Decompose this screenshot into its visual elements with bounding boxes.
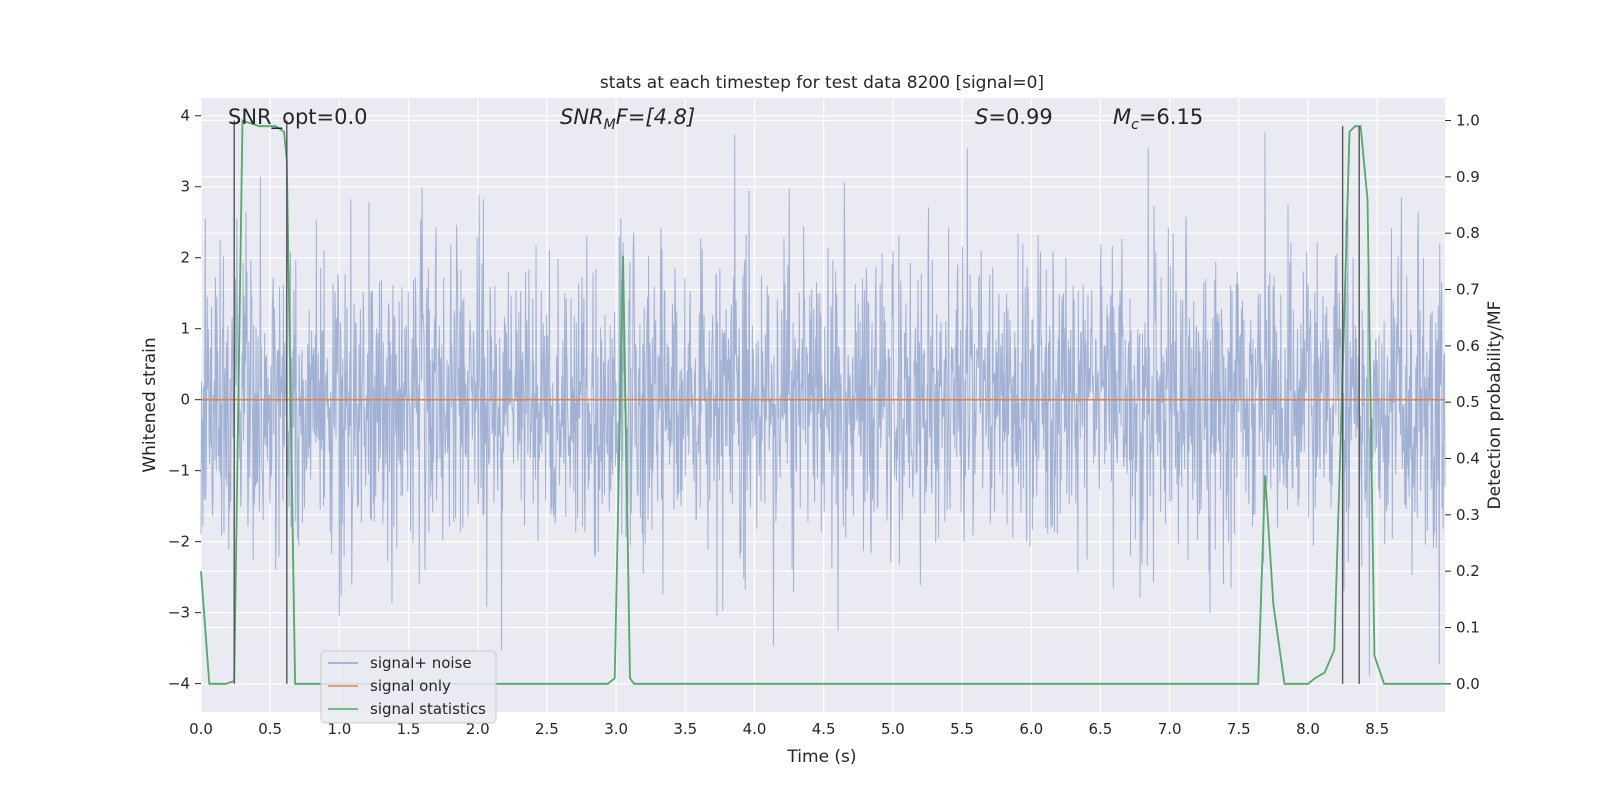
x-tick-label: 7.5: [1227, 720, 1251, 738]
y-right-tick-label: 1.0: [1456, 112, 1480, 130]
legend-label-signal: signal only: [370, 677, 451, 695]
annotation-mc: Mc=6.15: [1113, 105, 1203, 133]
series-line-signal-statistics: [200, 119, 1445, 685]
x-tick-label: 0.0: [189, 720, 213, 738]
y-left-tick-label: −1: [168, 462, 190, 480]
x-tick-label: 6.0: [1019, 720, 1043, 738]
chart-title: stats at each timestep for test data 820…: [600, 73, 1044, 93]
y-right-tick-label: 0.6: [1456, 337, 1480, 355]
annotation-snr-opt: SNR_opt=0.0: [228, 105, 368, 130]
x-tick-labels: 0.0 0.5 1.0 1.5 2.0 2.5 3.0 3.5 4.0 4.5 5.0 5.5 6.0 6…: [189, 720, 1389, 738]
x-tick-label: 2.0: [466, 720, 490, 738]
legend-label-noise: signal+ noise: [370, 654, 472, 672]
y-right-tick-label: 0.4: [1456, 450, 1480, 468]
y-right-tick-label: 0.8: [1456, 224, 1480, 242]
y-right-tick-label: 0.3: [1456, 506, 1480, 524]
y-left-tick-label: −3: [168, 604, 190, 622]
x-tick-label: 4.0: [743, 720, 767, 738]
x-tick-label: 2.5: [535, 720, 559, 738]
y-left-tick-label: 4: [180, 107, 190, 125]
y-left-tick-label: 2: [180, 249, 190, 267]
y-left-tick-label: −4: [168, 675, 190, 693]
y-axis-right-label: Detection probability/MF: [1485, 301, 1505, 510]
y-right-tick-label: 0.2: [1456, 562, 1480, 580]
y-right-tick-label: 0.1: [1456, 619, 1480, 637]
y-right-tick-label: 0.7: [1456, 281, 1480, 299]
x-tick-label: 6.5: [1089, 720, 1113, 738]
x-tick-label: 4.5: [812, 720, 836, 738]
y-axis-left-label: Whitened strain: [140, 337, 160, 472]
x-tick-label: 1.5: [397, 720, 421, 738]
x-tick-label: 3.0: [604, 720, 628, 738]
legend-label-statistics: signal statistics: [370, 700, 486, 718]
y-left-tick-label: −2: [168, 533, 190, 551]
series-group: [200, 119, 1445, 685]
y-right-tick-label: 0.5: [1456, 393, 1480, 411]
signal-noise-series: [200, 132, 1446, 677]
x-tick-label: 5.5: [950, 720, 974, 738]
y-right-tick-labels: 0.0 0.1 0.2 0.3 0.4 0.5 0.6 0.7 0.8 0.9 1.0: [1445, 112, 1480, 693]
y-right-tick-label: 0.9: [1456, 168, 1480, 186]
x-tick-label: 8.5: [1365, 720, 1389, 738]
legend-box: [320, 650, 497, 724]
x-tick-label: 5.0: [881, 720, 905, 738]
y-left-tick-label: 1: [180, 320, 190, 338]
y-left-tick-label: 3: [180, 178, 190, 196]
x-tick-label: 3.5: [673, 720, 697, 738]
y-left-tick-label: 0: [180, 391, 190, 409]
y-left-tick-labels: −4 −3 −2 −1 0 1 2 3 4: [168, 107, 201, 693]
series-line-signal-noise: [200, 132, 1446, 677]
y-right-tick-label: 0.0: [1456, 675, 1480, 693]
x-tick-label: 7.0: [1158, 720, 1182, 738]
x-tick-label: 8.0: [1296, 720, 1320, 738]
annotation-snr-mf: SNRMF=[4.8]: [560, 105, 695, 133]
x-tick-label: 0.5: [258, 720, 282, 738]
x-tick-label: 1.0: [327, 720, 351, 738]
legend: signal+ noise signal only signal statist…: [320, 650, 497, 724]
annotation-s: S=0.99: [975, 105, 1053, 129]
x-axis-label: Time (s): [786, 747, 856, 767]
